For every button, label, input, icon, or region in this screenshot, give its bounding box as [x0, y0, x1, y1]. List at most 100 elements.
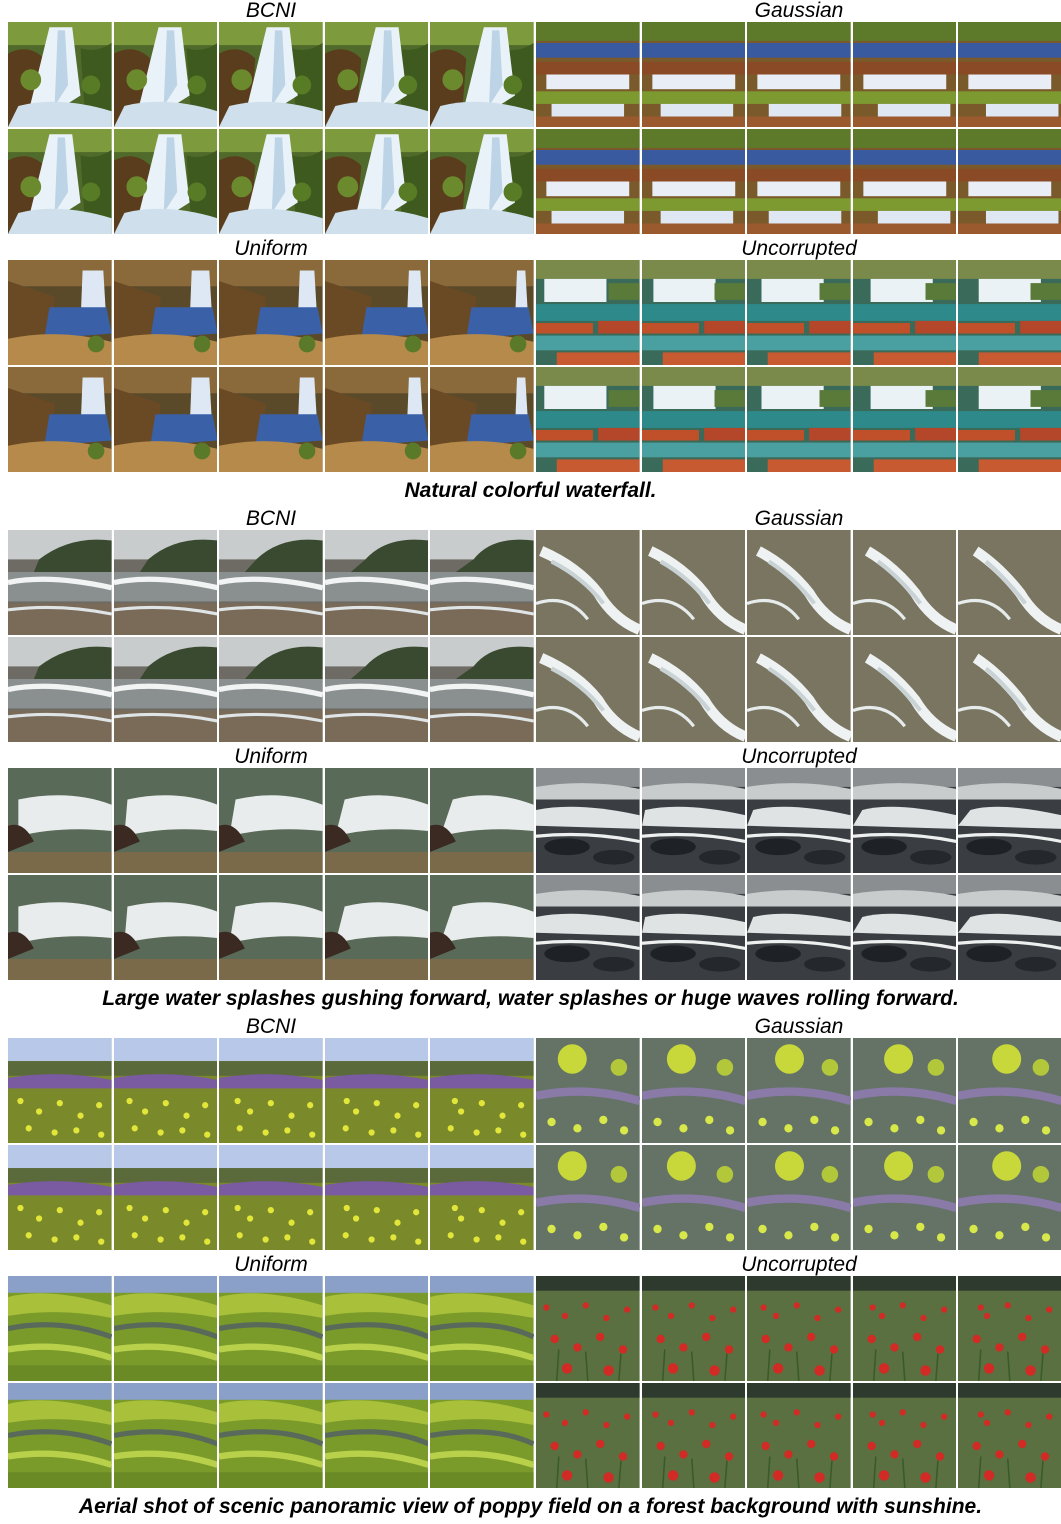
video-frame	[8, 1145, 112, 1250]
method-label: BCNI	[245, 1015, 297, 1038]
video-frame	[747, 1276, 851, 1381]
video-frame	[113, 1038, 218, 1143]
method-panel-uncorrupted: Uncorrupted	[536, 746, 1061, 980]
video-frame	[958, 768, 1061, 873]
video-frame	[958, 1038, 1061, 1143]
method-label: Gaussian	[754, 0, 844, 22]
method-panel-gaussian: Gaussian	[536, 1016, 1061, 1250]
video-frame	[324, 530, 429, 635]
video-frame	[852, 768, 957, 873]
video-frame	[8, 367, 112, 472]
method-panel-uncorrupted: Uncorrupted	[536, 1254, 1061, 1488]
video-frame	[8, 260, 112, 365]
video-frame	[536, 367, 640, 472]
video-frame	[430, 768, 534, 873]
video-frame	[958, 367, 1061, 472]
video-frame	[852, 260, 957, 365]
video-frame	[536, 1145, 640, 1250]
video-frame	[430, 530, 534, 635]
frame-grid	[536, 530, 1061, 742]
video-frame	[324, 1145, 429, 1250]
video-frame	[430, 22, 534, 127]
video-frame	[536, 260, 640, 365]
video-frame	[536, 768, 640, 873]
video-frame	[324, 1276, 429, 1381]
video-frame	[219, 1145, 323, 1250]
method-label: Uncorrupted	[741, 1253, 857, 1276]
method-label: Uniform	[234, 1253, 308, 1276]
method-panel-gaussian: Gaussian	[536, 508, 1061, 742]
video-frame	[852, 1383, 957, 1488]
prompt-caption: Natural colorful waterfall.	[404, 479, 657, 502]
video-frame	[641, 1038, 746, 1143]
video-frame	[8, 1276, 112, 1381]
video-frame	[219, 22, 323, 127]
frame-grid	[536, 22, 1061, 234]
video-frame	[852, 637, 957, 742]
video-frame	[958, 530, 1061, 635]
video-frame	[430, 1276, 534, 1381]
video-frame	[324, 768, 429, 873]
video-frame	[430, 260, 534, 365]
video-frame	[641, 637, 746, 742]
frame-grid	[536, 1276, 1061, 1488]
video-frame	[641, 22, 746, 127]
method-panel-uncorrupted: Uncorrupted	[536, 238, 1061, 472]
video-frame	[113, 1145, 218, 1250]
video-frame	[113, 260, 218, 365]
frame-grid	[536, 1038, 1061, 1250]
video-frame	[219, 637, 323, 742]
video-frame	[113, 637, 218, 742]
video-frame	[641, 1383, 746, 1488]
video-frame	[641, 129, 746, 234]
video-frame	[958, 1145, 1061, 1250]
video-frame	[747, 768, 851, 873]
video-frame	[430, 875, 534, 980]
video-frame	[958, 1383, 1061, 1488]
video-frame	[536, 1383, 640, 1488]
video-frame	[8, 1383, 112, 1488]
video-frame	[324, 875, 429, 980]
video-frame	[536, 875, 640, 980]
video-frame	[219, 768, 323, 873]
video-frame	[958, 129, 1061, 234]
method-panel-bcni: BCNI	[8, 508, 534, 742]
video-frame	[8, 530, 112, 635]
video-frame	[113, 22, 218, 127]
video-frame	[219, 260, 323, 365]
video-frame	[8, 875, 112, 980]
video-frame	[536, 530, 640, 635]
figure-block-waterfall: BCNI	[0, 0, 1061, 508]
video-frame	[219, 1038, 323, 1143]
prompt-caption: Aerial shot of scenic panoramic view of …	[78, 1495, 983, 1518]
figure-block-waves: BCNI	[0, 508, 1061, 1016]
video-frame	[852, 1038, 957, 1143]
video-frame	[430, 1383, 534, 1488]
video-frame	[958, 1276, 1061, 1381]
video-frame	[113, 530, 218, 635]
video-frame	[852, 1276, 957, 1381]
prompt-caption: Large water splashes gushing forward, wa…	[102, 987, 959, 1010]
video-frame	[641, 1145, 746, 1250]
method-label: Uncorrupted	[741, 745, 857, 768]
video-frame	[747, 530, 851, 635]
video-frame	[641, 875, 746, 980]
video-frame	[747, 1383, 851, 1488]
figure-block-field: BCNI	[0, 1016, 1061, 1524]
video-frame	[747, 129, 851, 234]
video-frame	[430, 1038, 534, 1143]
video-frame	[747, 22, 851, 127]
method-panel-uniform: Uniform	[8, 1254, 534, 1488]
video-frame	[113, 367, 218, 472]
video-frame	[8, 768, 112, 873]
video-frame	[113, 1383, 218, 1488]
video-frame	[219, 129, 323, 234]
video-frame	[8, 22, 112, 127]
video-frame	[8, 129, 112, 234]
method-panel-uniform: Uniform	[8, 746, 534, 980]
method-panel-uniform: Uniform	[8, 238, 534, 472]
video-frame	[324, 367, 429, 472]
video-frame	[958, 875, 1061, 980]
video-frame	[113, 1276, 218, 1381]
video-frame	[8, 1038, 112, 1143]
